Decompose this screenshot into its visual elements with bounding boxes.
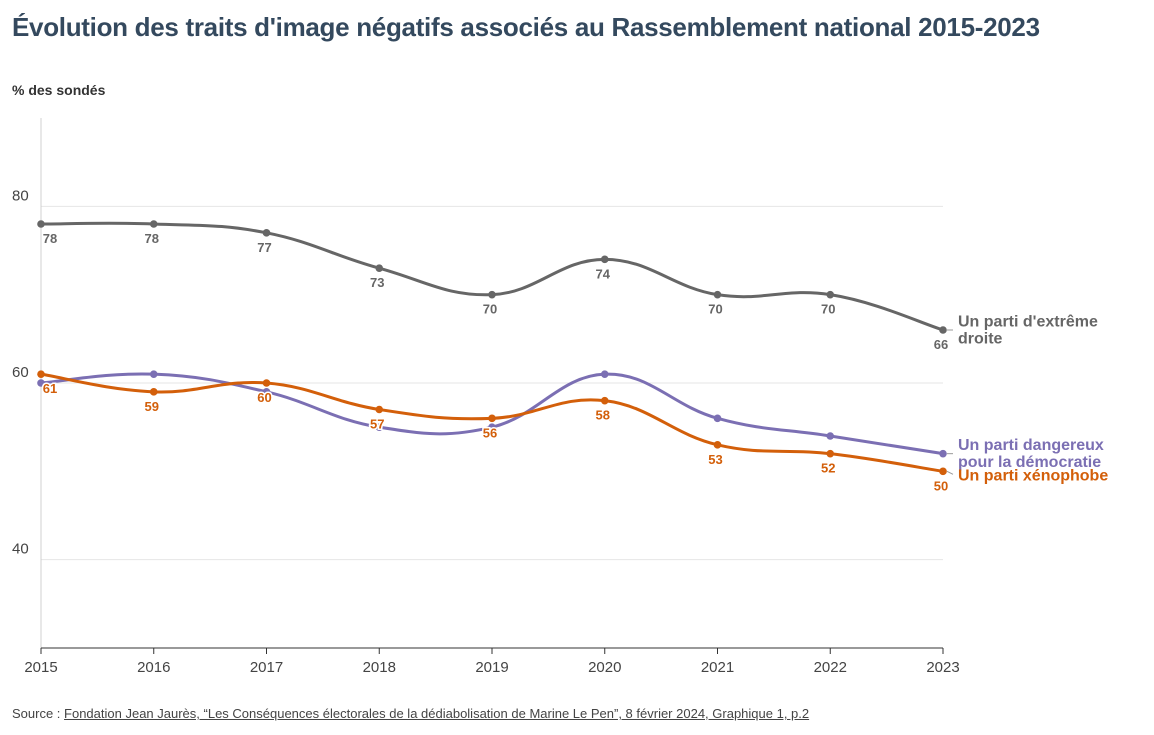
data-label: 70: [708, 302, 722, 317]
data-label: 74: [596, 266, 611, 281]
data-point[interactable]: [37, 220, 45, 228]
x-tick-label: 2020: [588, 659, 621, 676]
series-label: droite: [958, 331, 1003, 348]
chart-title: Évolution des traits d'image négatifs as…: [12, 12, 1040, 42]
source-link[interactable]: Fondation Jean Jaurès, “Les Conséquences…: [64, 706, 810, 721]
data-point[interactable]: [600, 396, 609, 405]
source-prefix: Source :: [12, 706, 65, 721]
data-point[interactable]: [37, 370, 45, 378]
x-tick-label: 2016: [137, 659, 170, 676]
data-point[interactable]: [939, 449, 947, 458]
data-label: 60: [257, 390, 271, 405]
series-line-1: [40, 372, 944, 456]
data-label: 70: [821, 302, 835, 317]
data-label: 78: [43, 231, 57, 246]
y-axis-unit-label: % des sondés: [12, 82, 106, 98]
x-tick-label: 2021: [701, 659, 734, 676]
y-tick-label: 60: [12, 364, 29, 381]
data-point[interactable]: [488, 290, 496, 299]
data-point[interactable]: [826, 449, 835, 458]
data-label: 61: [43, 381, 57, 396]
data-label: 50: [934, 478, 948, 493]
axes: 40 60 80 2015 2016 2017 2018 2019 2020 2021 2022 20…: [12, 118, 960, 676]
data-label: 53: [708, 452, 722, 467]
y-tick-label: 40: [12, 541, 29, 558]
data-label: 58: [596, 408, 610, 423]
data-point[interactable]: [713, 414, 722, 423]
x-tick-label: 2017: [250, 659, 283, 676]
series-line-2: [40, 372, 944, 473]
data-label: 70: [483, 302, 497, 317]
data-label: 59: [145, 399, 159, 414]
series-label-leader: [946, 470, 954, 475]
data-point[interactable]: [375, 405, 384, 414]
series-label: Un parti dangereux: [958, 437, 1104, 454]
data-point[interactable]: [488, 414, 496, 423]
data-point[interactable]: [826, 290, 835, 299]
data-point[interactable]: [149, 370, 158, 378]
data-point[interactable]: [713, 290, 722, 299]
data-point[interactable]: [262, 379, 271, 387]
data-point[interactable]: [713, 441, 722, 449]
data-point[interactable]: [939, 326, 947, 334]
data-label: 66: [934, 337, 948, 352]
data-point[interactable]: [488, 423, 496, 431]
data-label: 57: [370, 417, 384, 432]
data-label: 77: [257, 240, 271, 255]
data-point[interactable]: [826, 432, 835, 440]
data-labels: 78 78 77 73 70 74 70 70 66 61 59 60 57 56 58 53 52 50: [41, 230, 949, 495]
x-tick-label: 2018: [363, 659, 396, 676]
data-label: 73: [370, 275, 384, 290]
x-tick-label: 2015: [24, 659, 57, 676]
data-point[interactable]: [149, 388, 158, 396]
data-points: [37, 220, 947, 476]
x-tick-label: 2022: [814, 659, 847, 676]
data-point[interactable]: [375, 264, 384, 272]
data-point[interactable]: [262, 388, 271, 396]
data-point[interactable]: [37, 379, 45, 387]
data-point[interactable]: [149, 220, 158, 228]
data-point[interactable]: [375, 423, 384, 431]
x-tick-label: 2019: [475, 659, 508, 676]
series-label: pour la démocratie: [958, 454, 1101, 471]
data-point[interactable]: [600, 370, 609, 378]
data-label: 78: [145, 231, 159, 246]
data-label: 56: [483, 425, 497, 440]
data-point[interactable]: [939, 467, 947, 476]
series-label: Un parti xénophobe: [958, 467, 1108, 484]
gridlines: [41, 205, 943, 561]
y-tick-label: 80: [12, 187, 29, 204]
series-label: Un parti d'extrême: [958, 314, 1098, 331]
data-point[interactable]: [600, 255, 609, 264]
data-point[interactable]: [262, 229, 271, 237]
source-note: Source : Fondation Jean Jaurès, “Les Con…: [12, 706, 809, 721]
data-label: 52: [821, 461, 835, 476]
x-tick-label: 2023: [926, 659, 959, 676]
